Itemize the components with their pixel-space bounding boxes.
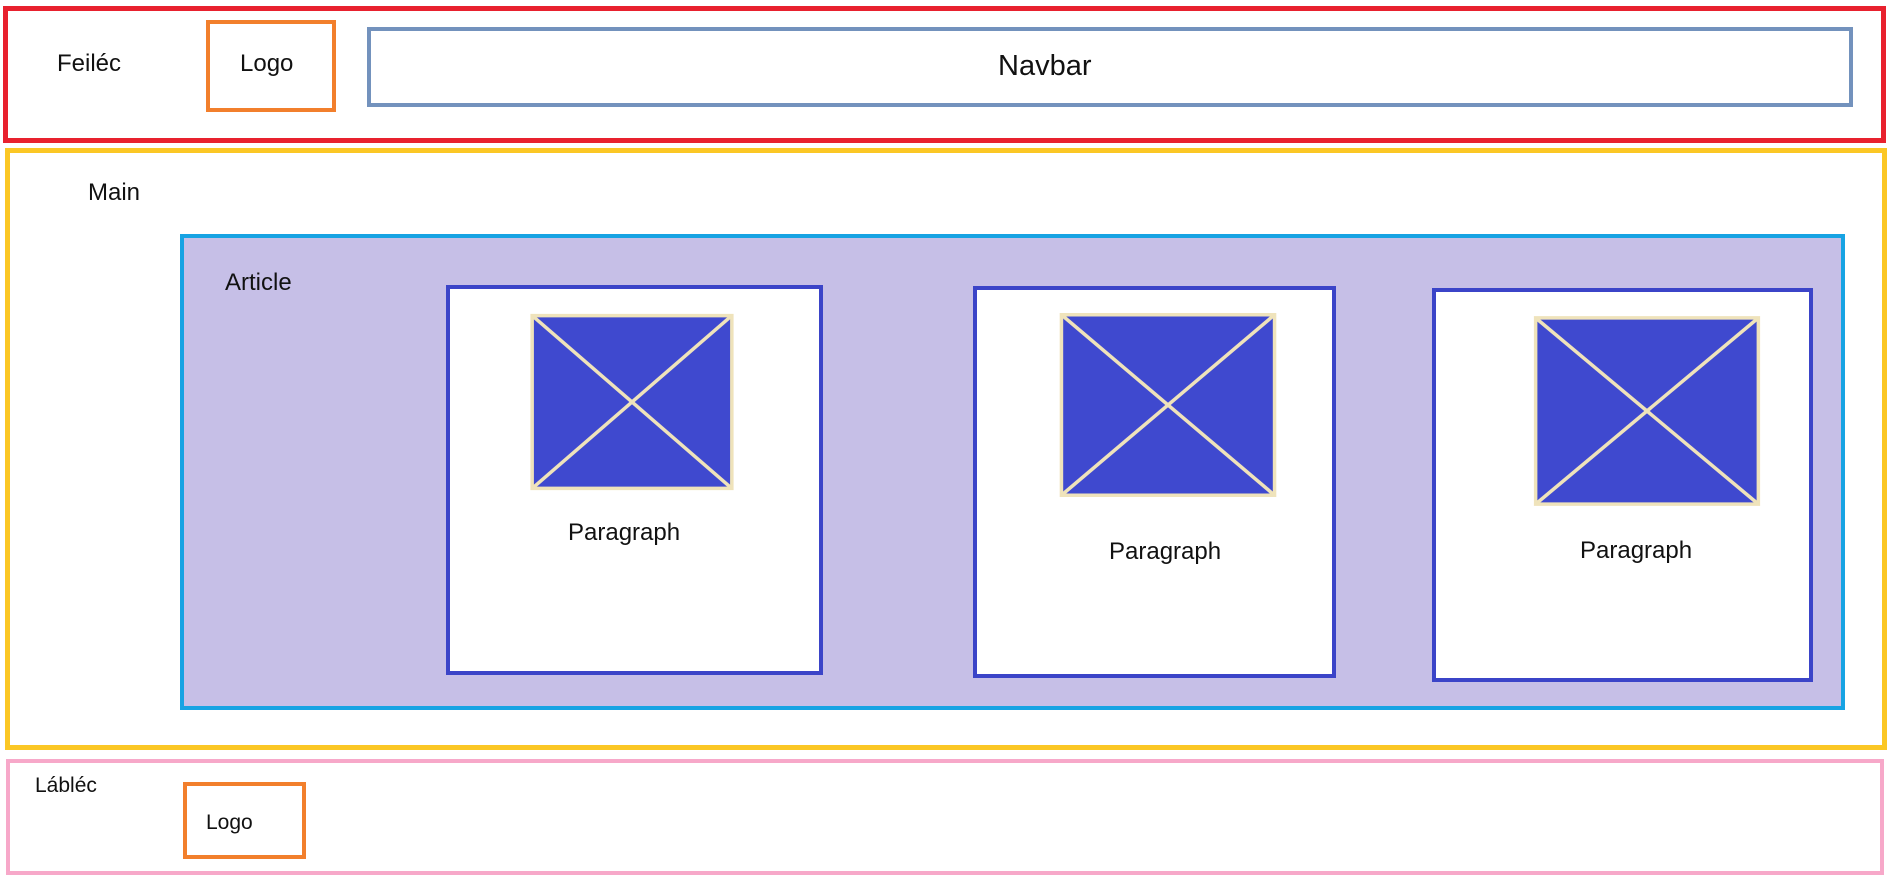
footer-logo-box (183, 782, 306, 859)
image-placeholder-icon (1057, 311, 1279, 499)
footer-region (6, 759, 1884, 875)
footer-logo-label: Logo (206, 811, 253, 834)
main-region (5, 148, 1887, 750)
article-label: Article (225, 269, 292, 296)
header-logo-box (206, 20, 336, 112)
header-label: Feiléc (57, 50, 122, 77)
navbar-label: Navbar (998, 50, 1092, 82)
header-region (3, 6, 1886, 143)
card-paragraph-label: Paragraph (1109, 538, 1222, 565)
main-label: Main (88, 179, 141, 206)
header-logo-label: Logo (240, 50, 294, 77)
card-paragraph-label: Paragraph (568, 519, 681, 546)
navbar-box (367, 27, 1853, 107)
footer-label: Lábléc (35, 774, 97, 797)
card-paragraph-label: Paragraph (1580, 537, 1693, 564)
image-placeholder-icon (1531, 314, 1763, 508)
image-placeholder-icon (528, 312, 736, 492)
